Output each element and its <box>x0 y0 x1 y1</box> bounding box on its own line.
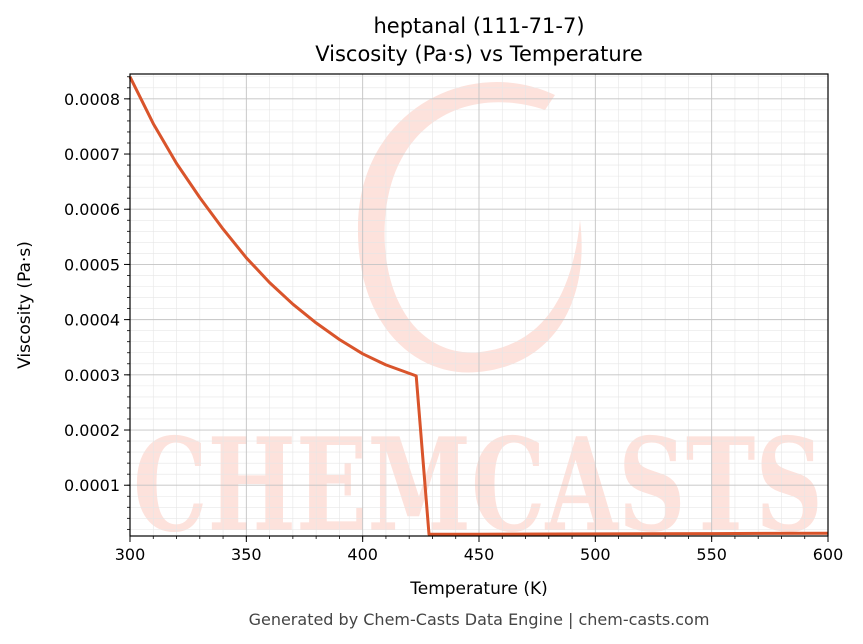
watermark-text: CHEMCASTS <box>133 411 823 561</box>
y-tick-label: 0.0004 <box>64 311 120 330</box>
y-tick-label: 0.0001 <box>64 476 120 495</box>
y-tick-label: 0.0006 <box>64 200 120 219</box>
footer-credit: Generated by Chem-Casts Data Engine | ch… <box>249 610 710 629</box>
x-tick-label: 300 <box>115 545 146 564</box>
major-grid <box>129 74 829 536</box>
x-tick-label: 350 <box>231 545 262 564</box>
y-tick-label: 0.0003 <box>64 366 120 385</box>
viscosity-series-line <box>128 76 829 536</box>
series-layer <box>128 76 829 536</box>
chart-title: heptanal (111-71-7) <box>373 14 584 38</box>
plot-frame <box>129 73 829 537</box>
x-tick-label: 600 <box>813 545 844 564</box>
y-tick-label: 0.0005 <box>64 255 120 274</box>
y-tick-label: 0.0007 <box>64 145 120 164</box>
y-axis-label: Viscosity (Pa·s) <box>15 241 35 369</box>
y-tick-label: 0.0008 <box>64 90 120 109</box>
x-tick-label: 450 <box>464 545 495 564</box>
chart-subtitle: Viscosity (Pa·s) vs Temperature <box>315 42 643 66</box>
y-tick-label: 0.0002 <box>64 421 120 440</box>
x-axis-label: Temperature (K) <box>409 579 548 599</box>
x-tick-label: 400 <box>347 545 378 564</box>
x-tick-label: 500 <box>580 545 611 564</box>
x-tick-label: 550 <box>696 545 727 564</box>
